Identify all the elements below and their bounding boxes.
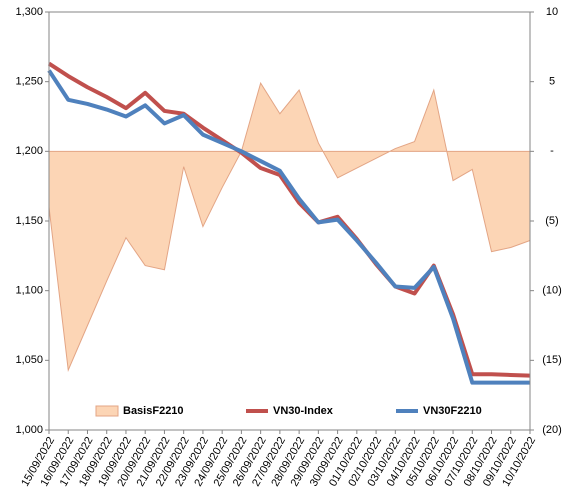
legend-label: VN30-Index <box>273 405 334 417</box>
y2-tick-label: (15) <box>542 354 562 366</box>
y-tick-label: 1,050 <box>15 354 43 366</box>
y-tick-label: 1,250 <box>15 76 43 88</box>
legend-swatch <box>95 405 119 417</box>
legend-label: VN30F2210 <box>423 405 482 417</box>
y-tick-label: 1,150 <box>15 215 43 227</box>
line <box>47 69 530 385</box>
legend: BasisF2210 VN30-Index VN30F2210 <box>95 405 482 417</box>
y-tick-label: 1,300 <box>15 6 43 18</box>
y-tick-label: 1,100 <box>15 285 43 297</box>
y2-tick-label: 10 <box>546 6 558 18</box>
legend-label: BasisF2210 <box>123 405 184 417</box>
y2-tick-label: - <box>550 145 554 157</box>
y2-tick-label: (10) <box>542 285 562 297</box>
y-tick-label: 1,200 <box>15 145 43 157</box>
area <box>48 81 531 372</box>
y-tick-label: 1,000 <box>15 424 43 436</box>
y2-tick-label: (5) <box>545 215 558 227</box>
y2-tick-label: (20) <box>542 424 562 436</box>
y2-tick-label: 5 <box>549 76 555 88</box>
